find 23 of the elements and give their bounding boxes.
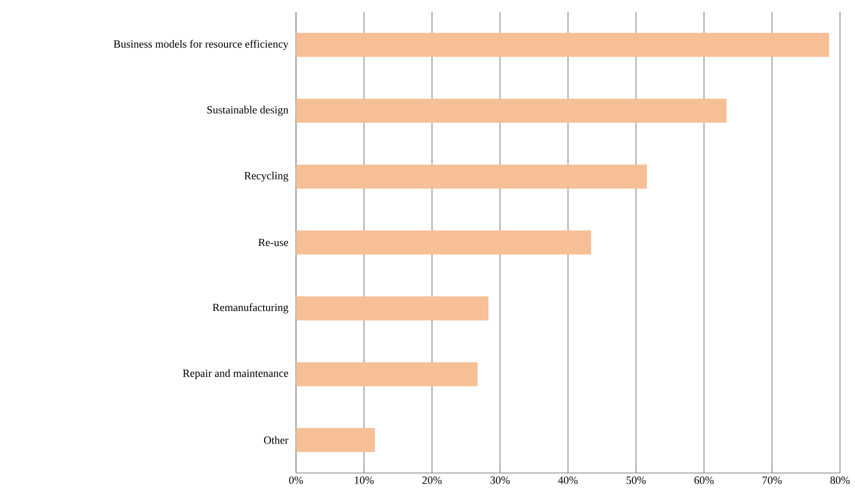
bar [296, 32, 830, 57]
y-tick-label: Business models for resource efficiency [114, 40, 288, 50]
bar [296, 164, 647, 189]
x-tick-label: 30% [490, 476, 510, 484]
x-tick-label: 20% [422, 476, 442, 484]
x-tick-label: 0% [289, 476, 303, 484]
y-tick-label: Repair and maintenance [182, 369, 288, 380]
bar [296, 98, 726, 123]
x-tick-label: 50% [626, 476, 646, 484]
y-tick-label: Remanufacturing [212, 303, 288, 314]
x-tick-label: 80% [830, 476, 850, 484]
bar [296, 230, 592, 254]
x-tick-label: 70% [762, 476, 782, 484]
bar [296, 428, 375, 452]
y-tick-label: Recycling [244, 172, 288, 182]
bar [296, 296, 488, 320]
x-tick-label: 60% [694, 476, 714, 484]
y-tick-label: Sustainable design [207, 106, 288, 116]
y-tick-label: Other [264, 436, 288, 444]
x-tick-label: 40% [558, 476, 578, 484]
x-tick-label: 10% [354, 476, 374, 484]
bar [296, 362, 478, 386]
y-tick-label: Re-use [258, 238, 288, 246]
